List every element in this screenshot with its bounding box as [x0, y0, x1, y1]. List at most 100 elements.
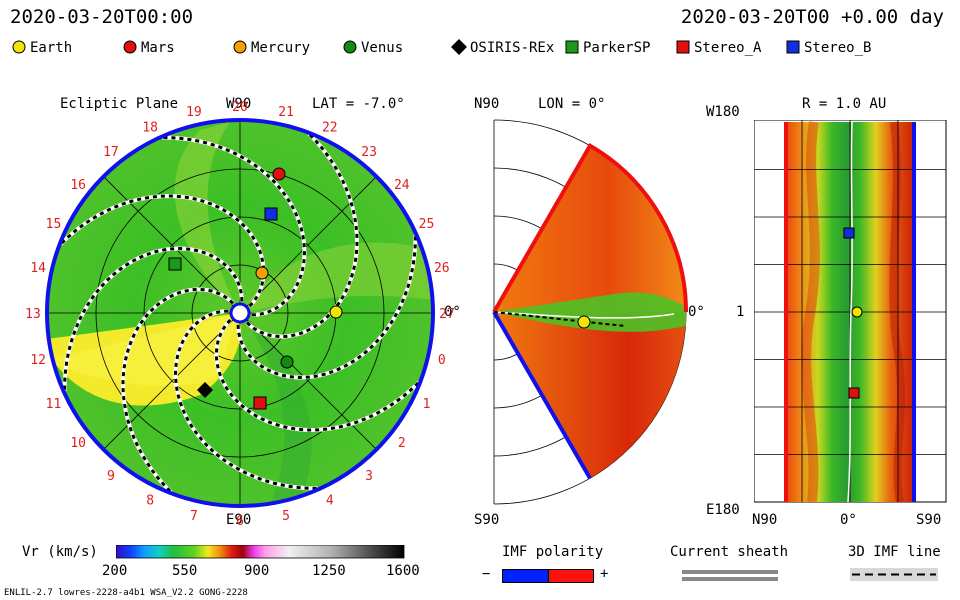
radial-stereo-a-marker	[848, 387, 860, 399]
ecliptic-zero-label: 0°	[444, 304, 461, 320]
carrington-label: 19	[186, 105, 202, 120]
legend-marker-venus	[343, 40, 357, 54]
carrington-label: 0	[438, 353, 446, 368]
carrington-label: 27	[439, 307, 455, 322]
carrington-label: 22	[322, 121, 338, 136]
legend-label-earth: Earth	[30, 40, 72, 56]
colorbar-tick-550: 550	[172, 563, 198, 579]
imf-polarity-negative-swatch	[502, 569, 550, 583]
radial-zero-label: 0°	[840, 512, 857, 528]
ecliptic-parker-sp-marker	[168, 257, 182, 271]
legend-marker-stereo-b	[786, 40, 800, 54]
legend-marker-parkersp	[565, 40, 579, 54]
sun-icon	[229, 302, 251, 324]
footer-model-info: ENLIL-2.7 lowres-2228-a4b1 WSA_V2.2 GONG…	[4, 588, 248, 598]
radial-one-label: 1	[736, 304, 745, 320]
meridional-plot	[492, 119, 688, 505]
carrington-label: 13	[25, 307, 41, 322]
radial-w180-label: W180	[706, 104, 740, 120]
ecliptic-plot: 20 21222324252627012345678910111213141516…	[25, 100, 455, 529]
meridional-zero-label: 0°	[688, 304, 705, 320]
imf-line-swatch	[850, 568, 938, 581]
colorbar-tick-200: 200	[102, 563, 128, 579]
carrington-label: 12	[30, 353, 46, 368]
carrington-label: 1	[423, 397, 431, 412]
ecliptic-e90-label: E90	[226, 512, 252, 528]
carrington-label: 21	[278, 105, 294, 120]
carrington-label: 7	[190, 509, 198, 524]
radial-s90-label: S90	[916, 512, 942, 528]
carrington-label: 8	[146, 494, 154, 509]
meridional-edge-north	[492, 142, 688, 313]
meridional-n90-label: N90	[474, 96, 500, 112]
ecliptic-osiris-rex-marker	[197, 382, 213, 398]
imf-spiral-white	[173, 309, 318, 491]
carrington-label: 16	[70, 178, 86, 193]
meridional-slow-wind-band	[494, 292, 686, 332]
radial-n90-label: N90	[752, 512, 778, 528]
radial-current-sheath	[847, 121, 853, 503]
carrington-label: 5	[282, 509, 290, 524]
colorbar-tick-900: 900	[244, 563, 270, 579]
radial-stereo-b-marker	[843, 227, 855, 239]
imf-polarity-positive-swatch	[548, 569, 594, 583]
carrington-label: 23	[361, 145, 377, 160]
carrington-label: 25	[419, 217, 435, 232]
meridional-south-wedge	[494, 312, 686, 479]
ecliptic-objects	[168, 167, 343, 410]
imf-polarity-plus: +	[600, 566, 609, 582]
carrington-label: 9	[107, 469, 115, 484]
ecliptic-earth-marker	[329, 305, 343, 319]
ecliptic-boundary	[45, 118, 435, 508]
meridional-s90-label: S90	[474, 512, 500, 528]
imf-spiral-white	[236, 235, 418, 380]
legend-label-parkersp: ParkerSP	[583, 40, 650, 56]
object-legend: Earth Mars Mercury Venus OSIRIS-REx ParkerSP S…	[12, 39, 871, 56]
meridional-title: LON = 0°	[538, 96, 606, 112]
legend-marker-stereo-a	[676, 40, 690, 54]
carrington-label: 15	[46, 217, 62, 232]
legend-label-mars: Mars	[141, 40, 175, 56]
ecliptic-stereo-a-marker	[253, 396, 267, 410]
carrington-label: 20	[232, 100, 248, 115]
imf-spiral-white	[162, 135, 307, 317]
colorbar-title: Vr (km/s)	[22, 544, 98, 560]
carrington-label: 14	[30, 261, 46, 276]
ecliptic-title: Ecliptic Plane	[60, 96, 179, 112]
imf-spiral-white	[62, 246, 244, 391]
carrington-label: 6	[236, 514, 244, 529]
legend-label-stereo-a: Stereo_A	[694, 40, 762, 56]
legend-marker-mercury	[233, 40, 247, 54]
current-sheath-title: Current sheath	[670, 544, 789, 560]
meridional-imf-line	[493, 311, 627, 327]
carrington-label: 3	[365, 469, 373, 484]
carrington-label: 11	[46, 397, 62, 412]
legend-label-stereo-b: Stereo_B	[804, 40, 871, 56]
ecliptic-venus-marker	[280, 355, 294, 369]
velocity-colorbar	[116, 545, 405, 559]
left-timestamp: 2020-03-20T00:00	[10, 6, 194, 28]
radial-plot	[754, 120, 947, 503]
carrington-label: 26	[434, 261, 450, 276]
current-sheath-swatch-top	[682, 570, 778, 574]
ecliptic-w90-label: W90	[226, 96, 252, 112]
current-sheath-swatch-bottom	[682, 577, 778, 581]
radial-e180-label: E180	[706, 502, 740, 518]
ecliptic-mars-marker	[272, 167, 286, 181]
carrington-longitude-labels: 20 21222324252627012345678910111213141516…	[25, 100, 455, 529]
imf-spiral-white	[120, 287, 235, 494]
carrington-label: 17	[103, 145, 119, 160]
imf-polarity-title: IMF polarity	[502, 544, 604, 560]
meridional-earth-marker	[577, 315, 591, 329]
imf-line-title: 3D IMF line	[848, 544, 941, 560]
right-timestamp: 2020-03-20T00 +0.00 day	[680, 6, 944, 28]
legend-marker-mars	[123, 40, 137, 54]
colorbar-tick-1250: 1250	[312, 563, 346, 579]
lat-label: LAT = -7.0°	[312, 96, 405, 112]
legend-marker-osiris-rex	[451, 39, 467, 55]
imf-spiral-white	[245, 132, 360, 339]
colorbar-tick-1600: 1600	[386, 563, 420, 579]
carrington-label: 4	[326, 494, 334, 509]
carrington-label: 2	[398, 436, 406, 451]
